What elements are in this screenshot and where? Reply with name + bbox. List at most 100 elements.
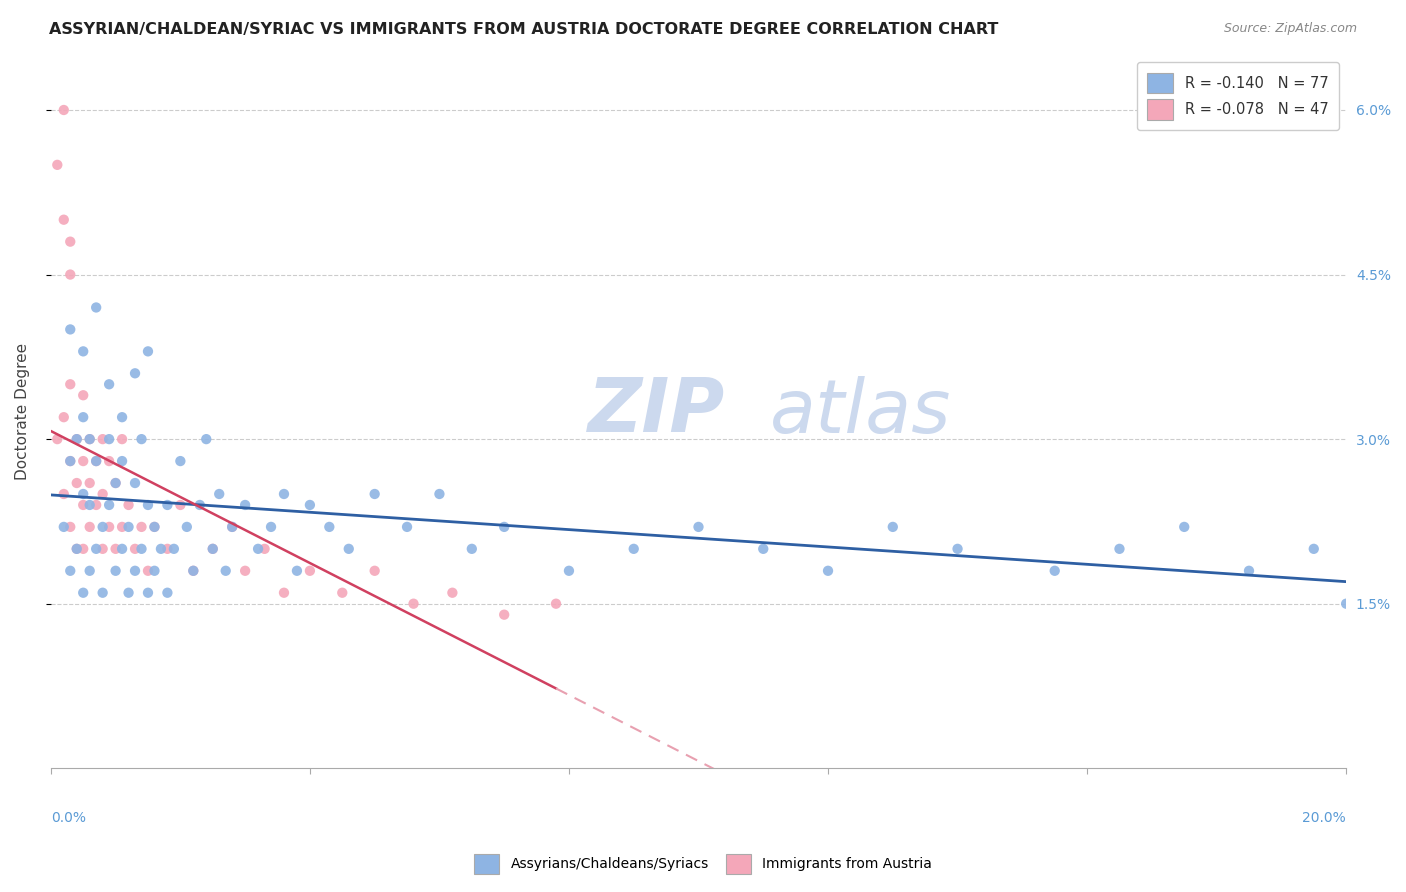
Point xyxy=(84,454,107,468)
Point xyxy=(72,541,94,556)
Point xyxy=(163,541,186,556)
Point xyxy=(1302,541,1324,556)
Point xyxy=(117,498,139,512)
Point xyxy=(59,322,82,336)
Point xyxy=(149,541,172,556)
Point xyxy=(79,498,101,512)
Point xyxy=(104,541,127,556)
Point xyxy=(104,564,127,578)
Point xyxy=(181,564,204,578)
Point xyxy=(1043,564,1066,578)
Point xyxy=(91,541,114,556)
Point xyxy=(169,498,191,512)
Point xyxy=(131,432,153,446)
Text: 0.0%: 0.0% xyxy=(51,811,86,825)
Point xyxy=(124,367,146,381)
Point xyxy=(59,454,82,468)
Point xyxy=(143,520,166,534)
Point xyxy=(221,520,243,534)
Point xyxy=(143,564,166,578)
Point xyxy=(429,487,451,501)
Point xyxy=(181,564,204,578)
Point xyxy=(188,498,211,512)
Point xyxy=(84,541,107,556)
Point xyxy=(136,585,159,599)
Point xyxy=(124,475,146,490)
Point xyxy=(72,344,94,359)
Point xyxy=(104,475,127,490)
Point xyxy=(59,235,82,249)
Point xyxy=(91,520,114,534)
Point xyxy=(285,564,308,578)
Point xyxy=(623,541,645,556)
Point xyxy=(143,520,166,534)
Point xyxy=(72,585,94,599)
Point xyxy=(59,520,82,534)
Point xyxy=(195,432,218,446)
Point xyxy=(253,541,276,556)
Point xyxy=(117,520,139,534)
Point xyxy=(136,564,159,578)
Point xyxy=(1108,541,1130,556)
Point xyxy=(1237,564,1260,578)
Point xyxy=(946,541,969,556)
Point xyxy=(441,585,464,599)
Point xyxy=(494,607,516,622)
Point xyxy=(273,487,295,501)
Point xyxy=(111,541,134,556)
Point xyxy=(201,541,224,556)
Point xyxy=(318,520,340,534)
Point xyxy=(111,520,134,534)
Legend: Assyrians/Chaldeans/Syriacs, Immigrants from Austria: Assyrians/Chaldeans/Syriacs, Immigrants … xyxy=(468,847,938,880)
Point xyxy=(98,520,121,534)
Point xyxy=(91,432,114,446)
Point xyxy=(131,541,153,556)
Point xyxy=(59,564,82,578)
Point xyxy=(66,432,89,446)
Point xyxy=(363,564,385,578)
Point xyxy=(98,432,121,446)
Point xyxy=(72,454,94,468)
Point xyxy=(79,432,101,446)
Point xyxy=(221,520,243,534)
Point xyxy=(111,454,134,468)
Point xyxy=(79,564,101,578)
Point xyxy=(59,268,82,282)
Point xyxy=(260,520,283,534)
Text: atlas: atlas xyxy=(769,376,950,448)
Point xyxy=(84,498,107,512)
Point xyxy=(337,541,360,556)
Point xyxy=(66,475,89,490)
Point xyxy=(558,564,581,578)
Point xyxy=(111,432,134,446)
Point xyxy=(215,564,238,578)
Point xyxy=(544,597,567,611)
Point xyxy=(124,564,146,578)
Point xyxy=(59,377,82,392)
Point xyxy=(201,541,224,556)
Point xyxy=(79,475,101,490)
Point xyxy=(72,410,94,425)
Point xyxy=(156,541,179,556)
Point xyxy=(98,377,121,392)
Point xyxy=(156,585,179,599)
Point xyxy=(111,410,134,425)
Point xyxy=(79,432,101,446)
Point xyxy=(247,541,270,556)
Text: 20.0%: 20.0% xyxy=(1302,811,1346,825)
Point xyxy=(52,103,75,117)
Text: Source: ZipAtlas.com: Source: ZipAtlas.com xyxy=(1223,22,1357,36)
Point xyxy=(72,388,94,402)
Point xyxy=(66,541,89,556)
Point xyxy=(117,585,139,599)
Point xyxy=(91,585,114,599)
Point xyxy=(363,487,385,501)
Point xyxy=(84,454,107,468)
Point xyxy=(233,498,256,512)
Point xyxy=(402,597,425,611)
Point xyxy=(233,564,256,578)
Point xyxy=(98,454,121,468)
Y-axis label: Doctorate Degree: Doctorate Degree xyxy=(15,343,30,480)
Point xyxy=(52,487,75,501)
Point xyxy=(882,520,904,534)
